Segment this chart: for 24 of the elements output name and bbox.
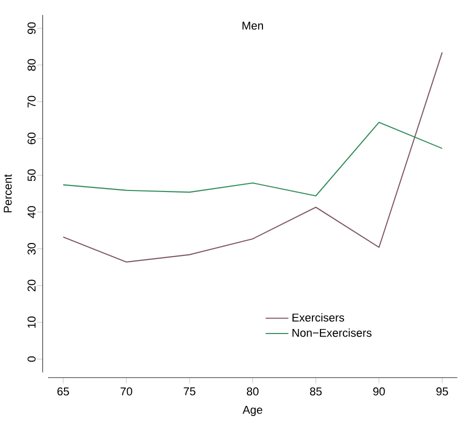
y-axis-title: Percent: [4, 174, 12, 212]
line-series: [62, 122, 443, 196]
x-tick-label: 65: [57, 387, 69, 396]
y-tick-label: 0: [28, 356, 36, 362]
y-tick-label: 30: [28, 242, 36, 255]
x-tick-label: 90: [373, 387, 385, 396]
y-tick-label: 10: [28, 316, 36, 328]
y-tick-label: 60: [28, 132, 36, 144]
y-tick-label: 70: [28, 96, 36, 108]
legend-label: Non−Exercisers: [292, 328, 372, 337]
legend-label: Exercisers: [292, 313, 344, 322]
y-tick-label: 80: [28, 59, 36, 71]
x-tick-label: 80: [246, 387, 259, 396]
y-tick-label: 50: [28, 169, 36, 182]
x-tick-label: 95: [436, 387, 448, 396]
line-series: [62, 52, 443, 263]
x-tick-label: 75: [184, 387, 196, 396]
y-tick-label: 20: [28, 280, 36, 292]
chart-title: Men: [242, 22, 263, 30]
x-tick-label: 70: [120, 387, 132, 396]
x-tick-label: 85: [310, 387, 322, 396]
y-tick-label: 40: [28, 206, 36, 218]
y-tick-label: 90: [28, 22, 36, 34]
x-axis-title: Age: [242, 406, 262, 416]
